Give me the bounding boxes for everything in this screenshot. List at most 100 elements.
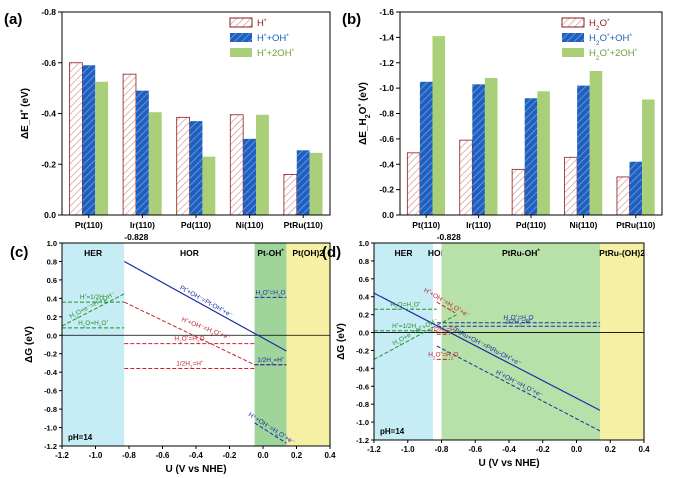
bar xyxy=(135,90,149,215)
line-label: H2O*=H2O xyxy=(255,288,285,298)
x-tick-label: Ni(110) xyxy=(236,220,264,230)
region-label: HER xyxy=(84,248,102,258)
y-tick-label: -0.6 xyxy=(44,387,57,396)
y-tick-label: -0.8 xyxy=(379,109,394,119)
x-tick-label: 0.0 xyxy=(257,451,269,460)
line-label: H2O*=H2O xyxy=(174,334,204,344)
bar xyxy=(577,85,590,216)
y-tick-label: 0.6 xyxy=(359,275,369,284)
region-label: Pt-OH* xyxy=(257,248,284,258)
y-tick-label: -1.2 xyxy=(44,442,57,451)
x-tick-label: -0.2 xyxy=(223,451,237,460)
legend-swatch xyxy=(562,33,584,42)
y-tick-label: -0.2 xyxy=(44,350,57,359)
region-band xyxy=(441,243,601,440)
x-tick-label: Pd(110) xyxy=(181,220,211,230)
region-band xyxy=(254,243,287,446)
bar xyxy=(629,161,643,215)
y-tick-label: -0.4 xyxy=(379,159,394,169)
bar xyxy=(256,114,269,215)
x-tick-label: -0.8 xyxy=(122,451,136,460)
region-band xyxy=(374,243,434,440)
panel-label: (b) xyxy=(342,11,361,28)
y-tick-label: -1.0 xyxy=(379,83,394,93)
y-tick-label: 0.4 xyxy=(47,294,58,303)
panel-a: 0.0 -0.2 -0.4 -0.6 -0.8 Pt(110) Ir(110) Pd(110)… xyxy=(4,7,331,230)
plot-frame xyxy=(61,11,331,216)
plot-frame xyxy=(61,242,331,447)
legend-label: H2O*+OH* xyxy=(589,33,632,47)
line-label: 1/2H2=H* xyxy=(505,317,532,327)
bar xyxy=(309,152,323,215)
bar xyxy=(95,81,109,215)
bar xyxy=(69,62,83,216)
bar xyxy=(176,116,190,216)
x-tick-label: Ni(110) xyxy=(569,220,597,230)
y-tick-label: 0.8 xyxy=(47,257,57,266)
y-tick-label: -0.4 xyxy=(41,109,56,119)
legend-label: H2O* xyxy=(589,18,610,32)
potential-marker-label: -0.828 xyxy=(124,232,148,242)
y-tick-label: -1.0 xyxy=(356,418,369,427)
bar xyxy=(406,152,421,216)
line-label: 1/2H2=H* xyxy=(257,355,284,365)
region-label: HOR xyxy=(180,248,199,258)
ph-label: pH=14 xyxy=(68,433,93,442)
x-axis-label: U (V vs NHE) xyxy=(478,458,539,469)
bar xyxy=(589,70,603,215)
legend-swatch xyxy=(562,48,584,57)
region-band xyxy=(62,243,125,446)
x-tick-label: 0.4 xyxy=(638,445,650,454)
bar xyxy=(283,173,298,216)
y-tick-label: 0.8 xyxy=(359,257,369,266)
x-tick-label: Ir(110) xyxy=(130,220,155,230)
region-band xyxy=(286,243,330,446)
region-label: PtRu-(OH)2 xyxy=(599,248,645,258)
y-tick-label: -0.4 xyxy=(356,364,370,373)
panel-c: HER HOR Pt-OH* Pt(OH)2Pt*+OH⁻=Pt-OH*+e⁻H*+O… xyxy=(10,232,336,475)
y-tick-label: 0.0 xyxy=(382,210,394,220)
legend-swatch xyxy=(561,17,585,28)
ph-label: pH=14 xyxy=(380,427,405,436)
panel-label: (d) xyxy=(322,244,341,261)
panel-label: (c) xyxy=(10,244,28,261)
reaction-line xyxy=(436,345,601,432)
legend-swatch xyxy=(230,48,252,57)
x-tick-label: -1.2 xyxy=(55,451,69,460)
bar xyxy=(616,176,630,216)
panel-d: HER HOR PtRu-OH* PtRu-(OH)2PtRu+OH⁻=PtRu-OH… xyxy=(322,232,650,469)
y-tick-label: 1.0 xyxy=(359,239,369,248)
y-tick-label: -1.4 xyxy=(379,32,394,42)
x-tick-label: Pt(110) xyxy=(75,220,103,230)
line-label: H2O=H2O* xyxy=(390,300,420,310)
bar xyxy=(148,112,162,215)
x-tick-label: PtRu(110) xyxy=(284,220,323,230)
line-label: H*=1/2H2 xyxy=(80,293,107,303)
x-tick-label: -0.8 xyxy=(435,445,449,454)
reaction-line xyxy=(373,292,601,411)
bar xyxy=(419,81,433,215)
x-tick-label: Pd(110) xyxy=(516,220,546,230)
bar xyxy=(524,98,538,215)
bar xyxy=(432,36,446,216)
plot-frame xyxy=(399,11,663,216)
region-band xyxy=(124,243,255,446)
x-tick-label: Pt(110) xyxy=(412,220,440,230)
x-tick-label: -1.0 xyxy=(89,451,103,460)
bar xyxy=(564,156,578,216)
y-axis-label: ΔE_H2O* (eV) xyxy=(358,82,372,145)
legend-swatch xyxy=(230,33,252,42)
bar xyxy=(537,91,550,215)
y-tick-label: -0.8 xyxy=(41,7,56,17)
x-axis-label: U (V vs NHE) xyxy=(165,464,226,475)
region-label: HOR xyxy=(428,248,447,258)
line-label: H2O*=H2O xyxy=(428,350,458,360)
region-label: Pt(OH)2 xyxy=(292,248,324,258)
region-label: HER xyxy=(395,248,413,258)
bar xyxy=(243,138,257,215)
x-tick-label: Ir(110) xyxy=(466,220,491,230)
bar xyxy=(472,84,485,215)
line-label: H2O*=H2O xyxy=(503,313,533,323)
y-tick-label: -0.2 xyxy=(379,185,394,195)
y-tick-label: -1.0 xyxy=(44,424,57,433)
